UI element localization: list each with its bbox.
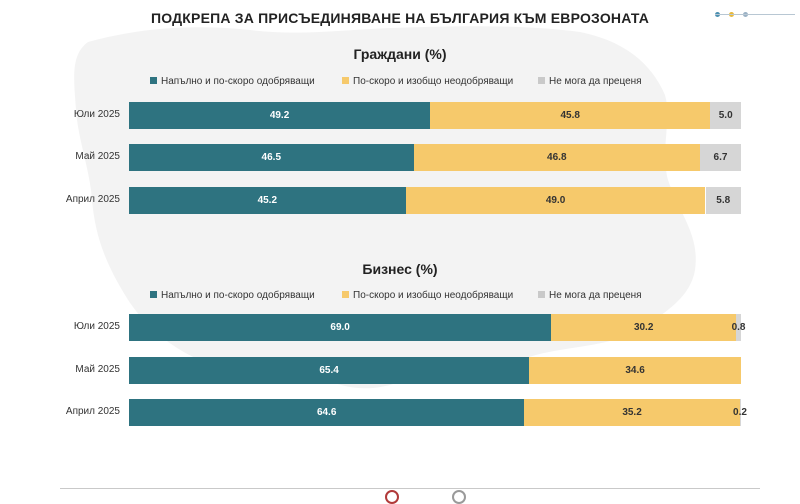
legend-label: По-скоро и изобщо неодобряващи — [353, 290, 514, 301]
data-label: 5.8 — [716, 195, 731, 206]
data-label: 49.0 — [545, 195, 566, 206]
category-label: Май 2025 — [75, 364, 120, 375]
bar-segment-approve — [129, 187, 406, 214]
data-label: 5.0 — [718, 110, 733, 121]
data-label: 46.8 — [547, 152, 567, 163]
bar-segment-disapprove — [524, 399, 740, 426]
data-label: 30.2 — [633, 322, 654, 333]
legend-item-disapprove: По-скоро и изобщо неодобряващи — [342, 76, 513, 87]
category-label: Април 2025 — [65, 406, 120, 417]
bar-segment-unsure — [710, 102, 741, 129]
bar-segment-approve — [129, 102, 431, 129]
data-label: 49.2 — [269, 110, 290, 121]
bar-segment-disapprove — [529, 357, 741, 384]
legend-swatch — [150, 291, 157, 298]
bar-segment-unsure — [736, 314, 741, 341]
chart-main-title: ПОДКРЕПА ЗА ПРИСЪЕДИНЯВАНЕ НА БЪЛГАРИЯ К… — [150, 10, 650, 26]
legend-swatch — [342, 77, 349, 84]
bar-segment-disapprove — [551, 314, 737, 341]
panel-title: Граждани (%) — [353, 46, 447, 62]
category-label: Юли 2025 — [73, 109, 120, 120]
legend-label: Не мога да преценя — [549, 290, 642, 301]
data-label: 0.8 — [731, 322, 746, 333]
data-label: 6.7 — [713, 152, 728, 163]
bar-segment-disapprove — [430, 102, 711, 129]
data-label: 65.4 — [319, 365, 339, 376]
logo-icon-red — [385, 490, 399, 504]
legend-swatch — [150, 77, 157, 84]
legend-item-unsure: Не мога да преценя — [538, 290, 642, 301]
bar-segment-unsure — [739, 399, 741, 426]
data-label: 45.8 — [560, 110, 580, 121]
data-label: 46.5 — [261, 152, 282, 163]
legend-label: Напълно и по-скоро одобряващи — [161, 76, 315, 87]
legend-item-unsure: Не мога да преценя — [538, 76, 642, 87]
footer-divider — [60, 488, 760, 489]
bar-segment-approve — [129, 357, 530, 384]
legend-swatch — [538, 77, 545, 84]
legend-label: По-скоро и изобщо неодобряващи — [353, 76, 514, 87]
legend-item-approve: Напълно и по-скоро одобряващи — [150, 76, 315, 87]
data-label: 64.6 — [316, 407, 337, 418]
data-label: 35.2 — [622, 407, 642, 418]
bar-segment-approve — [129, 314, 552, 341]
legend-item-approve: Напълно и по-скоро одобряващи — [150, 290, 315, 301]
bar-segment-disapprove — [413, 144, 700, 171]
bar-segment-approve — [129, 144, 414, 171]
legend-item-disapprove: По-скоро и изобщо неодобряващи — [342, 290, 513, 301]
category-label: Май 2025 — [75, 151, 120, 162]
data-label: 45.2 — [257, 195, 278, 206]
bar-segment-approve — [129, 399, 525, 426]
legend-label: Не мога да преценя — [549, 76, 642, 87]
legend-label: Напълно и по-скоро одобряващи — [161, 290, 315, 301]
legend-swatch — [342, 291, 349, 298]
bar-segment-unsure — [699, 144, 741, 171]
logo-icon-gray — [452, 490, 466, 504]
panel-title: Бизнес (%) — [362, 261, 438, 277]
category-label: Април 2025 — [65, 194, 120, 205]
category-label: Юли 2025 — [73, 321, 120, 332]
data-label: 34.6 — [625, 365, 645, 376]
bar-segment-disapprove — [405, 187, 706, 214]
data-label: 0.2 — [733, 407, 747, 418]
bar-segment-unsure — [705, 187, 741, 214]
data-label: 69.0 — [330, 322, 350, 333]
legend-swatch — [538, 291, 545, 298]
